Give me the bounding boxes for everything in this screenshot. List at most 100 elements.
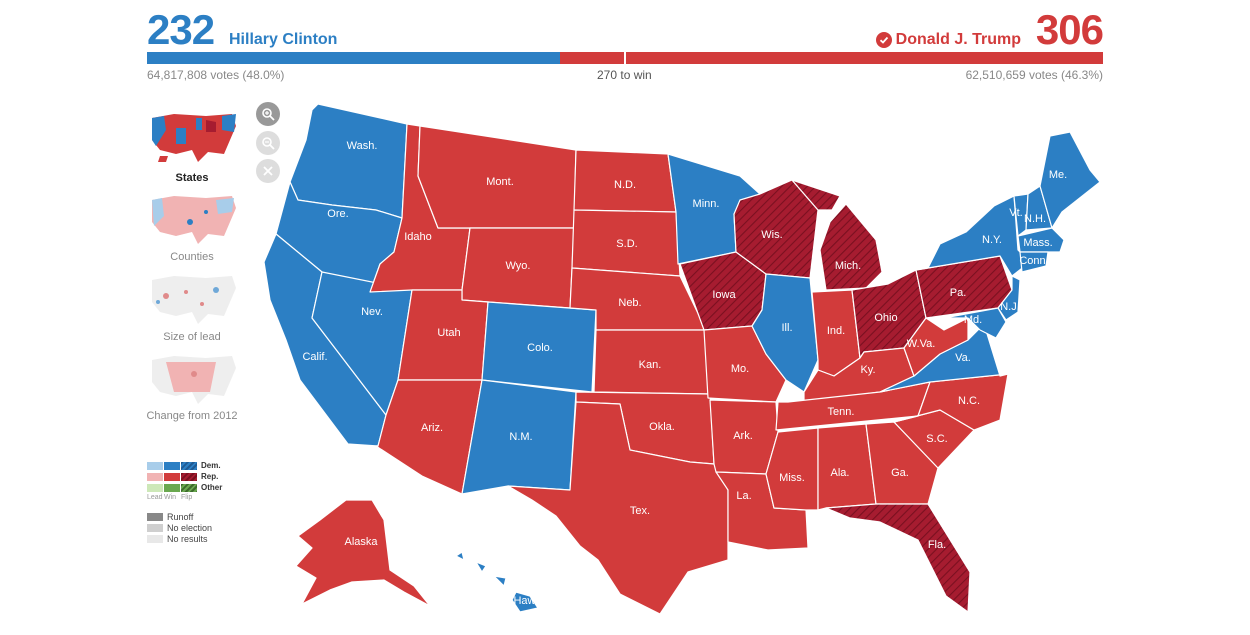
label-ky: Ky.: [860, 364, 875, 376]
checkmark-circle-icon: [875, 32, 892, 48]
state-wv[interactable]: [903, 317, 969, 377]
label-wi: Wis.: [761, 229, 782, 241]
legend-other-label: Other: [201, 483, 223, 492]
legend-no-election-label: No election: [167, 522, 213, 533]
label-ut: Utah: [437, 327, 460, 339]
label-nj: N.J.: [1000, 301, 1020, 313]
label-sc: S.C.: [926, 433, 947, 445]
label-nm: N.M.: [509, 431, 532, 443]
label-nh: N.H.: [1024, 213, 1046, 225]
rep-electoral-votes: 306: [1035, 6, 1104, 53]
dem-popular-votes: 64,817,808 votes (48.0%): [147, 68, 285, 82]
label-mo: Mo.: [731, 363, 749, 375]
label-la: La.: [736, 490, 751, 502]
state-tx[interactable]: [507, 401, 729, 615]
view-thumb-states[interactable]: [146, 110, 238, 170]
label-tn: Tenn.: [828, 406, 855, 418]
label-wa: Wash.: [347, 140, 378, 152]
label-nd: N.D.: [614, 179, 636, 191]
legend-flip-label: Flip: [181, 494, 193, 501]
label-in: Ind.: [827, 325, 845, 337]
reset-button[interactable]: [256, 159, 280, 183]
dem-candidate-name: Hillary Clinton: [229, 31, 338, 48]
label-va: Va.: [955, 352, 971, 364]
label-ak: Alaska: [344, 536, 378, 548]
label-or: Ore.: [327, 208, 348, 220]
states-layer: [263, 103, 1101, 615]
state-fl[interactable]: [825, 503, 971, 613]
view-label-change[interactable]: Change from 2012: [146, 410, 238, 422]
legend-win-label: Win: [164, 494, 177, 501]
label-fl: Fla.: [928, 539, 946, 551]
label-wy: Wyo.: [506, 260, 531, 272]
label-tx: Tex.: [630, 505, 650, 517]
label-vt: Vt.: [1009, 207, 1022, 219]
label-sd: S.D.: [616, 238, 637, 250]
label-mn: Minn.: [693, 198, 720, 210]
label-ia: Iowa: [712, 289, 736, 301]
rep-candidate-name: Donald J. Trump: [895, 31, 1021, 48]
label-nc: N.C.: [958, 395, 980, 407]
legend-swatch-no-results: [147, 534, 163, 543]
label-az: Ariz.: [421, 422, 443, 434]
state-ny[interactable]: [915, 195, 1031, 277]
legend-rep-label: Rep.: [201, 472, 219, 481]
electoral-bar-dem: [147, 52, 560, 64]
label-mi: Mich.: [835, 260, 861, 272]
electoral-vote-bar: [147, 52, 1103, 64]
reset-icon: [263, 166, 273, 176]
label-hi: Hawaii: [513, 595, 546, 607]
label-ks: Kan.: [639, 359, 662, 371]
zoom-out-icon: [262, 137, 275, 150]
dem-electoral-votes: 232: [147, 6, 215, 53]
label-ne: Neb.: [618, 297, 641, 309]
label-ga: Ga.: [891, 467, 909, 479]
label-oh: Ohio: [874, 312, 897, 324]
label-id: Idaho: [404, 231, 432, 243]
electoral-bar-rep: [559, 52, 1103, 64]
legend: Dem. Rep. Other Lead Win Flip Runoff No …: [147, 460, 222, 544]
label-ok: Okla.: [649, 421, 675, 433]
view-label-size-of-lead[interactable]: Size of lead: [163, 331, 221, 343]
label-ms: Miss.: [779, 472, 805, 484]
state-ak[interactable]: [295, 499, 431, 607]
state-me[interactable]: [1039, 131, 1101, 229]
legend-swatch-dem-win: [164, 461, 180, 470]
legend-swatch-rep-win: [164, 472, 180, 481]
state-md[interactable]: [943, 307, 1007, 339]
state-ma[interactable]: [1017, 227, 1065, 253]
label-al: Ala.: [831, 467, 850, 479]
legend-lead-label: Lead: [147, 494, 163, 501]
zoom-in-button[interactable]: [256, 102, 280, 126]
state-ct[interactable]: [1019, 251, 1049, 273]
label-wv: W.Va.: [907, 338, 936, 350]
legend-swatch-no-election: [147, 523, 163, 532]
zoom-in-icon: [262, 108, 275, 121]
label-ca: Calif.: [302, 351, 327, 363]
label-ma: Mass.: [1023, 237, 1052, 249]
to-win-label: 270 to win: [597, 68, 652, 82]
legend-swatch-other-win: [164, 483, 180, 492]
view-thumb-size-of-lead[interactable]: [146, 272, 238, 332]
label-ny: N.Y.: [982, 234, 1002, 246]
view-thumb-change[interactable]: [146, 352, 238, 412]
label-mt: Mont.: [486, 176, 514, 188]
legend-swatch-dem-flip: [181, 461, 197, 470]
label-ar: Ark.: [733, 430, 753, 442]
zoom-out-button[interactable]: [256, 131, 280, 155]
view-label-counties[interactable]: Counties: [170, 251, 214, 263]
state-mi[interactable]: [791, 179, 883, 291]
state-labels: Wash. Ore. Calif. Nev. Idaho Mont. Wyo. …: [302, 140, 1067, 607]
label-pa: Pa.: [950, 287, 967, 299]
label-ct: Conn.: [1019, 255, 1048, 267]
legend-swatch-rep-lead: [147, 472, 163, 481]
state-hi[interactable]: [455, 551, 539, 613]
state-nj[interactable]: [997, 275, 1021, 321]
label-nv: Nev.: [361, 306, 383, 318]
view-label-states[interactable]: States: [175, 172, 209, 184]
view-thumb-counties[interactable]: [146, 192, 238, 252]
state-ga[interactable]: [865, 421, 939, 505]
label-md: Md.: [964, 314, 982, 326]
legend-swatch-other-lead: [147, 483, 163, 492]
